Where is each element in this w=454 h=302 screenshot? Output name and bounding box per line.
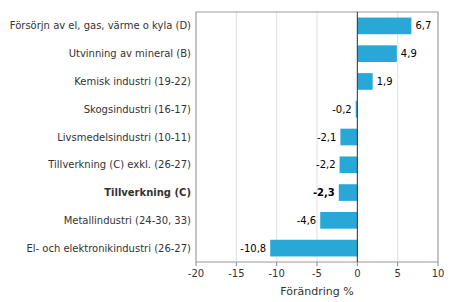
y-tick-label: Tillverkning (C) xyxy=(104,187,191,198)
y-tick-label: Metallindustri (24-30, 33) xyxy=(64,215,191,226)
data-label: -2,2 xyxy=(316,159,336,170)
y-tick-label: Utvinning av mineral (B) xyxy=(69,48,191,59)
grid-line xyxy=(397,12,398,262)
x-axis-label: Förändring % xyxy=(280,285,353,298)
bars xyxy=(270,18,411,257)
x-tick-label: -15 xyxy=(228,268,244,279)
grid-line xyxy=(236,12,237,262)
plot-frame xyxy=(196,12,438,262)
bar xyxy=(340,156,358,173)
chart-container: El- och elektronikindustri (26-27) Metall… xyxy=(0,0,454,302)
bar xyxy=(340,129,357,146)
data-label: -10,8 xyxy=(240,243,266,254)
x-tick xyxy=(357,262,358,266)
y-tick-labels: El- och elektronikindustri (26-27) Metall… xyxy=(10,20,191,253)
x-tick-label: 5 xyxy=(394,268,400,279)
y-tick-label: Försörjn av el, gas, värme o kyla (D) xyxy=(10,20,191,31)
bar xyxy=(339,184,358,201)
bar xyxy=(357,18,411,35)
x-tick xyxy=(438,262,439,266)
y-tick-label: Tillverkning (C) exkl. (26-27) xyxy=(47,159,191,170)
data-label: -2,1 xyxy=(317,132,337,143)
x-tick xyxy=(236,262,237,266)
bar xyxy=(357,73,372,90)
y-tick-label: Skogsindustri (16-17) xyxy=(84,104,191,115)
data-label: 6,7 xyxy=(415,20,431,31)
x-tick-label: -20 xyxy=(188,268,204,279)
y-tick-label: El- och elektronikindustri (26-27) xyxy=(26,243,191,254)
data-labels: -10,8 -4,6 -2,3 -2,2 -2,1 -0,2 1,9 4,9 6,7 xyxy=(240,20,431,253)
x-tick xyxy=(397,262,398,266)
x-tick xyxy=(317,262,318,266)
x-tick xyxy=(196,262,197,266)
y-tick-label: Livsmedelsindustri (10-11) xyxy=(57,132,191,143)
bar xyxy=(270,240,357,257)
data-label: -0,2 xyxy=(332,104,352,115)
grid-line xyxy=(357,12,358,262)
data-label: -4,6 xyxy=(297,215,317,226)
data-label: -2,3 xyxy=(313,187,335,198)
chart: El- och elektronikindustri (26-27) Metall… xyxy=(0,0,454,302)
bar xyxy=(320,212,357,229)
x-tick-label: -5 xyxy=(312,268,322,279)
x-tick-label: 0 xyxy=(354,268,360,279)
x-tick-label: 10 xyxy=(432,268,445,279)
data-label: 1,9 xyxy=(377,76,393,87)
x-tick xyxy=(276,262,277,266)
bar xyxy=(357,45,397,62)
grid xyxy=(196,12,438,262)
x-axis: -20 -15 -10 -5 0 5 10 xyxy=(188,262,445,279)
y-tick-label: Kemisk industri (19-22) xyxy=(74,76,191,87)
zero-line xyxy=(357,12,358,262)
x-tick-label: -10 xyxy=(268,268,284,279)
grid-line xyxy=(276,12,277,262)
data-label: 4,9 xyxy=(401,48,417,59)
